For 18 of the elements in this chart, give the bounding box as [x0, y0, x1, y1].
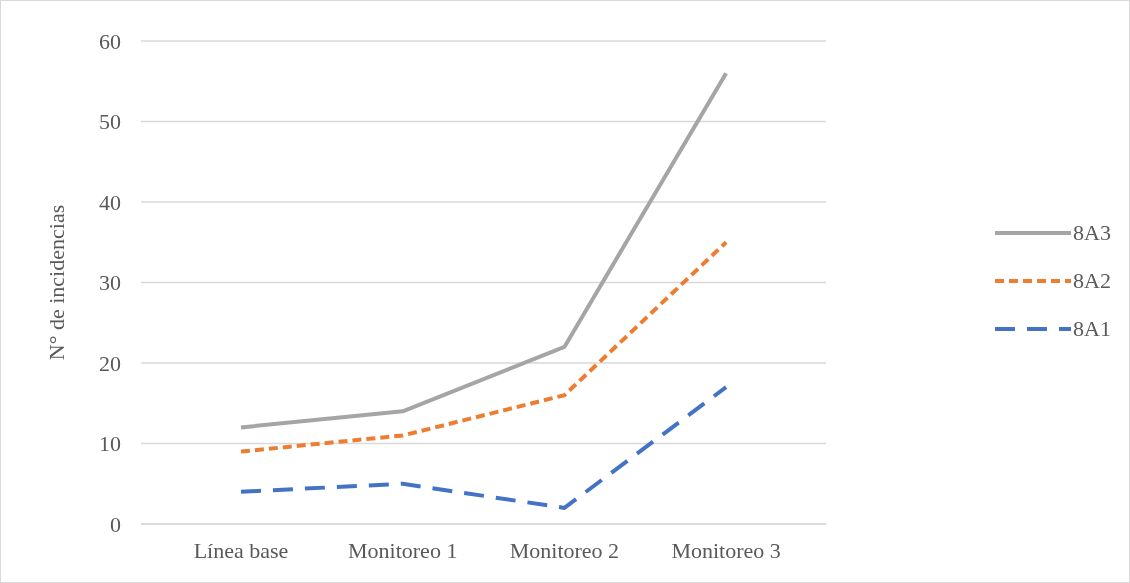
y-tick-label: 40	[99, 189, 121, 215]
x-tick-label: Monitoreo 3	[671, 537, 781, 563]
x-tick-label: Monitoreo 1	[348, 537, 458, 563]
x-tick-label: Monitoreo 2	[509, 537, 620, 563]
y-tick-label: 10	[99, 431, 121, 457]
y-tick-label: 0	[110, 511, 121, 537]
line-series	[239, 71, 729, 430]
y-tick-label: 30	[99, 270, 121, 296]
y-tick-label: 60	[99, 28, 121, 54]
y-axis-title: N° de incidencias	[43, 204, 69, 361]
x-tick-label: Línea base	[193, 537, 289, 563]
line-series	[239, 385, 729, 510]
legend-label: 8A3	[1073, 219, 1111, 246]
line-series	[239, 240, 729, 454]
legend-label: 8A2	[1073, 267, 1111, 294]
y-tick-label: 50	[99, 109, 121, 135]
legend-label: 8A1	[1073, 315, 1111, 342]
y-tick-label: 20	[99, 350, 121, 376]
